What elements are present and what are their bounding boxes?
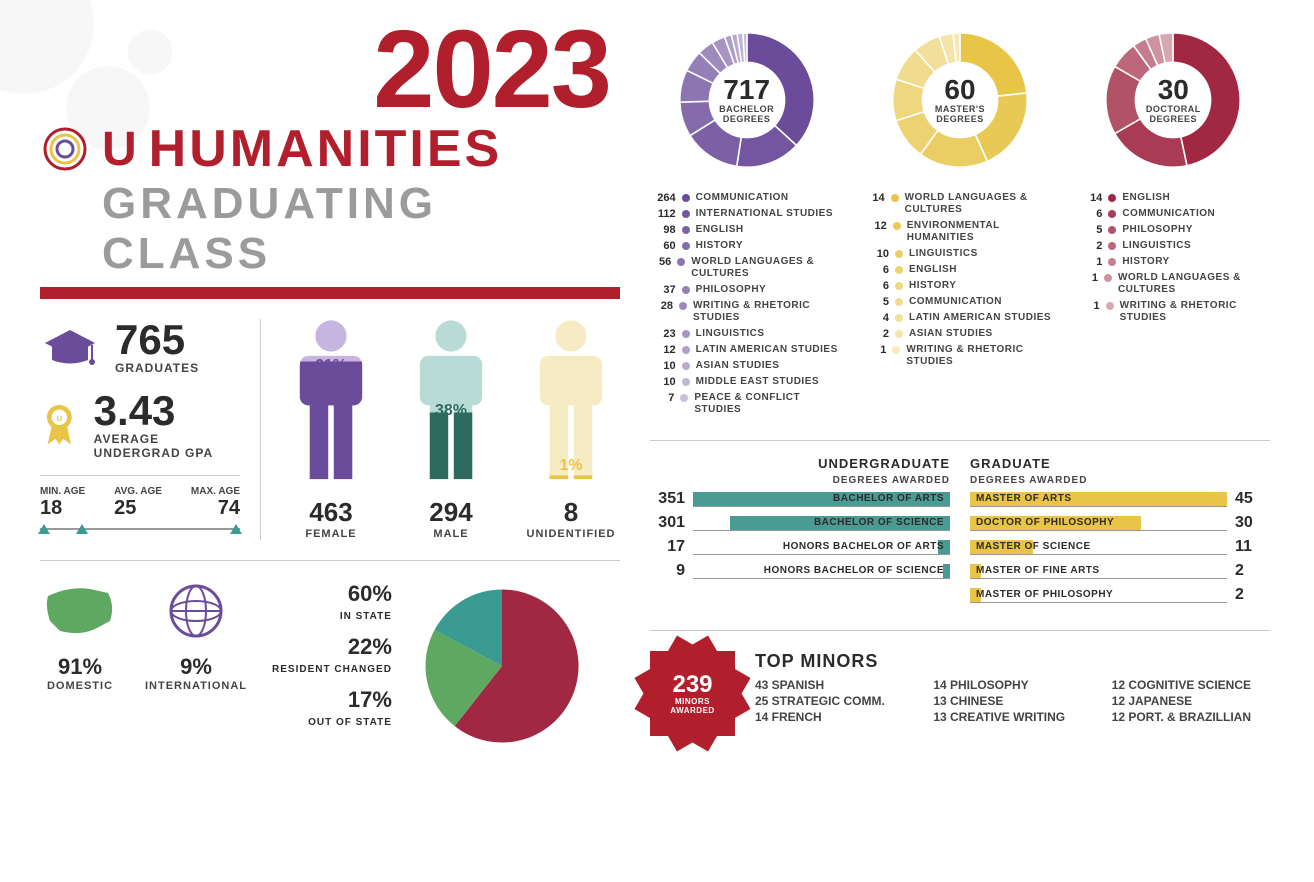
residency-pie	[417, 581, 587, 751]
gender-col: 38% 294 MALE	[406, 319, 496, 540]
minors-badge: 239 MINORS AWARDED	[650, 651, 735, 736]
gpa-stat: U 3.43 AVERAGE UNDERGRAD GPA	[40, 390, 240, 460]
age-slider	[40, 528, 240, 530]
minor-item: 14 PHILOSOPHY	[933, 678, 1091, 692]
minors-title: TOP MINORS	[755, 651, 1270, 672]
gpa-label: AVERAGE UNDERGRAD GPA	[94, 432, 240, 460]
origin-section: 91% DOMESTIC 9% INTERNATIONAL 60%IN STAT…	[40, 560, 620, 751]
u-logo-icon: U	[102, 122, 137, 177]
minors-section: 239 MINORS AWARDED TOP MINORS 43 SPANISH…	[650, 630, 1270, 736]
subtitle: GRADUATING CLASS	[102, 179, 620, 279]
title: HUMANITIES	[149, 119, 503, 179]
ribbon-icon: U	[40, 395, 79, 455]
minor-item: 12 COGNITIVE SCIENCE	[1112, 678, 1270, 692]
usa-map-icon	[40, 581, 120, 641]
donut-col: 60MASTER'S DEGREES14WORLD LANGUAGES & CU…	[865, 20, 1055, 420]
gender-col: 1% 8 UNIDENTIFIED	[526, 319, 616, 540]
minor-item: 13 CREATIVE WRITING	[933, 710, 1091, 724]
globe-icon	[156, 581, 236, 641]
year: 2023	[40, 20, 620, 119]
gpa-value: 3.43	[94, 390, 240, 432]
age-stats: MIN. AGE18 AVG. AGE25 MAX. AGE74	[40, 475, 240, 520]
donut-col: 30DOCTORAL DEGREES14ENGLISH6COMMUNICATIO…	[1078, 20, 1268, 420]
degree-donuts: 717BACHELOR DEGREES264COMMUNICATION112IN…	[650, 20, 1270, 420]
minor-item: 12 JAPANESE	[1112, 694, 1270, 708]
donut-col: 717BACHELOR DEGREES264COMMUNICATION112IN…	[652, 20, 842, 420]
header: 2023 U HUMANITIES GRADUATING CLASS	[40, 20, 620, 299]
graduates-value: 765	[115, 319, 199, 361]
degrees-awarded: UNDERGRADUATEDEGREES AWARDED 351BACHELOR…	[650, 440, 1270, 610]
minor-item: 13 CHINESE	[933, 694, 1091, 708]
graduates-stat: 765 GRADUATES	[40, 319, 240, 375]
divider-bar	[40, 287, 620, 299]
svg-text:U: U	[57, 414, 63, 423]
minor-item: 43 SPANISH	[755, 678, 913, 692]
minor-item: 12 PORT. & BRAZILLIAN	[1112, 710, 1270, 724]
gender-breakdown: 61% 463 FEMALE 38% 294 MALE	[260, 319, 616, 540]
grad-cap-icon	[40, 325, 100, 370]
rainbow-flower-icon	[40, 124, 90, 174]
minor-item: 14 FRENCH	[755, 710, 913, 724]
gender-col: 61% 463 FEMALE	[286, 319, 376, 540]
graduates-label: GRADUATES	[115, 361, 199, 375]
minor-item: 25 STRATEGIC COMM.	[755, 694, 913, 708]
